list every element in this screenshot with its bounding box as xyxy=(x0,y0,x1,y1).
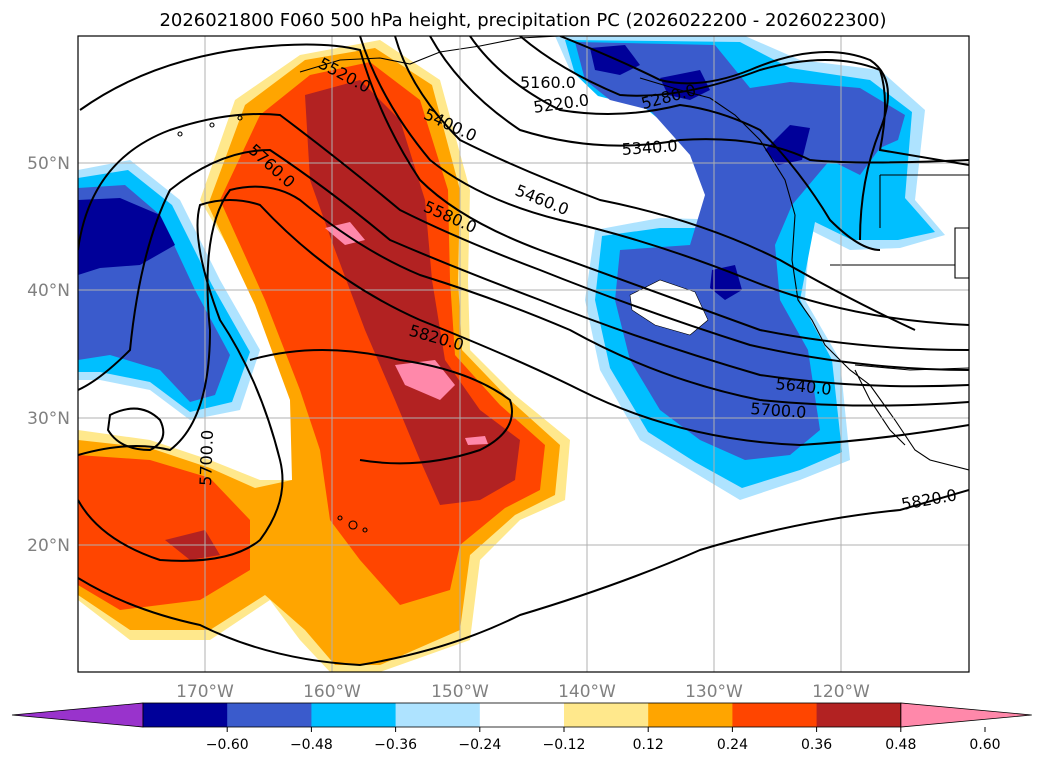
gridlines xyxy=(78,36,969,672)
map-frame xyxy=(77,35,970,673)
contour-label: 5700.0 xyxy=(750,399,807,422)
colorbar: −0.60 −0.48 −0.36 −0.24 −0.12 0.12 0.24 0.36 0.4… xyxy=(11,702,1032,753)
border-us-states xyxy=(830,175,969,279)
contour-5460 xyxy=(359,36,969,326)
precip-fill-positive-048 xyxy=(165,80,520,560)
colorbar-tick-label: 0.60 xyxy=(969,737,1000,753)
colorbar-segment xyxy=(227,703,312,727)
contour-label: 5700.0 xyxy=(196,430,217,487)
contour-5220 xyxy=(519,36,969,166)
coastline-panhandle xyxy=(639,77,796,216)
precip-fill-negative-east-036 xyxy=(575,42,905,460)
coastlines-layer xyxy=(177,36,969,533)
colorbar-extend-high xyxy=(900,702,1032,728)
colorbar-extend-low xyxy=(11,702,144,728)
colorbar-segment xyxy=(564,703,649,727)
colorbar-tick-label: −0.48 xyxy=(290,737,333,753)
colorbar-tick-label: −0.12 xyxy=(543,737,586,753)
precip-fill-layer xyxy=(78,36,945,672)
lat-tick-label: 20°N xyxy=(27,536,70,556)
contour-5520 xyxy=(79,43,969,351)
colorbar-segment xyxy=(311,703,397,727)
colorbar-tick-label: 0.48 xyxy=(885,737,916,753)
hawaii-island xyxy=(337,515,343,521)
map-panel: 5160.0 5220.0 5280.0 5340.0 5400.0 5460.… xyxy=(77,35,970,673)
precip-fill-positive-060c xyxy=(465,436,488,445)
hawaii-island xyxy=(362,527,368,533)
border-us-mexico xyxy=(854,364,969,371)
lon-tick-label: 140°W xyxy=(558,682,616,702)
contour-5700-ring xyxy=(106,407,165,452)
colorbar-segment xyxy=(143,703,228,727)
contour-5280 xyxy=(469,36,881,251)
lat-tick-label: 50°N xyxy=(27,154,70,174)
height-contours xyxy=(78,36,969,667)
hawaii-island xyxy=(348,520,358,530)
contour-5640 xyxy=(78,148,969,391)
contour-5820a xyxy=(78,489,969,667)
precip-fill-positive-060b xyxy=(395,360,455,400)
precip-fill-negative-west-048 xyxy=(78,198,175,275)
lat-tick-labels: 20°N 30°N 40°N 50°N xyxy=(27,154,70,556)
figure-title: 2026021800 F060 500 hPa height, precipit… xyxy=(159,10,886,31)
coastline-west-north-america xyxy=(791,214,969,471)
colorbar-tick-label: 0.24 xyxy=(717,737,748,753)
lon-tick-label: 150°W xyxy=(431,682,489,702)
lat-tick-label: 40°N xyxy=(27,281,70,301)
colorbar-segment xyxy=(648,703,733,727)
colorbar-segment xyxy=(816,703,902,727)
lon-tick-label: 130°W xyxy=(685,682,743,702)
contour-5820b xyxy=(249,349,513,465)
coastline-alaska xyxy=(299,36,561,73)
contour-5160 xyxy=(559,36,889,241)
lon-tick-label: 120°W xyxy=(812,682,870,702)
contour-5340 xyxy=(429,36,969,164)
colorbar-segment xyxy=(479,703,565,727)
colorbar-tick-label: 0.12 xyxy=(633,737,664,753)
colorbar-frame xyxy=(142,702,902,728)
colorbar-tick-label: −0.60 xyxy=(206,737,249,753)
contour-5580 xyxy=(78,113,969,371)
aleutian-island xyxy=(177,131,183,137)
lon-tick-label: 170°W xyxy=(176,682,234,702)
colorbar-segment xyxy=(732,703,818,727)
colorbar-tick-label: −0.24 xyxy=(458,737,501,753)
contour-5400 xyxy=(394,36,916,331)
contour-label: 5340.0 xyxy=(621,136,678,159)
colorbar-tick-label: −0.36 xyxy=(374,737,417,753)
lat-tick-label: 30°N xyxy=(27,409,70,429)
contour-5700a xyxy=(78,185,969,456)
contour-label: 5160.0 xyxy=(520,73,576,92)
colorbar-tick-label: 0.36 xyxy=(801,737,832,753)
lon-tick-labels: 170°W 160°W 150°W 140°W 130°W 120°W xyxy=(176,682,870,702)
lon-tick-label: 160°W xyxy=(303,682,361,702)
colorbar-segment xyxy=(395,703,481,727)
contour-5760 xyxy=(78,199,969,562)
aleutian-island xyxy=(237,115,243,121)
aleutian-island xyxy=(209,122,215,128)
